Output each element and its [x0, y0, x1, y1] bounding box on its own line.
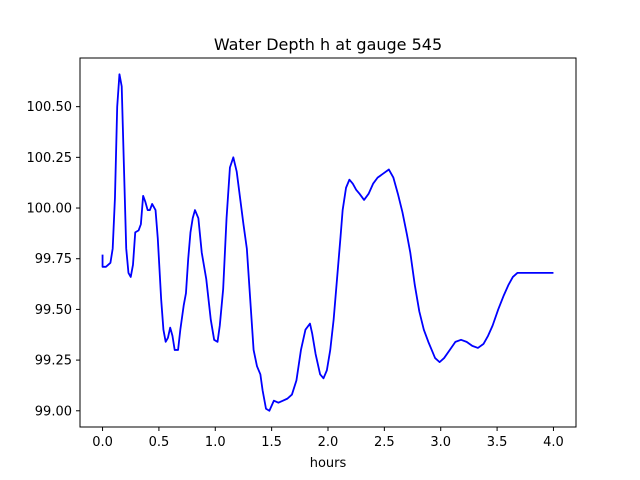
x-tick-label: 3.5	[487, 435, 508, 450]
series-line-0	[101, 73, 554, 412]
y-axis: 99.00 99.25 99.50 99.75 100.00 100.25 100.50	[27, 100, 80, 419]
x-tick-label: 4.0	[543, 435, 564, 450]
x-axis: 0.0 0.5 1.0 1.5 2.0 2.5 3.0 3.5 4.0	[92, 427, 564, 450]
y-tick-label: 99.50	[35, 303, 72, 318]
x-tick-label: 0.5	[149, 435, 170, 450]
chart-title: Water Depth h at gauge 545	[214, 35, 442, 54]
y-tick-label: 100.25	[27, 151, 73, 166]
y-tick-label: 100.50	[27, 100, 73, 115]
plot-area	[101, 73, 554, 412]
y-tick-label: 99.75	[35, 252, 72, 267]
y-tick-label: 99.00	[35, 404, 72, 419]
y-tick-label: 99.25	[35, 354, 72, 369]
x-axis-label: hours	[310, 456, 347, 471]
y-tick-label: 100.00	[27, 202, 73, 217]
x-tick-label: 2.5	[374, 435, 395, 450]
x-tick-label: 1.0	[205, 435, 226, 450]
x-tick-label: 2.0	[318, 435, 339, 450]
x-tick-label: 1.5	[261, 435, 282, 450]
x-tick-label: 3.0	[430, 435, 451, 450]
x-tick-label: 0.0	[92, 435, 113, 450]
